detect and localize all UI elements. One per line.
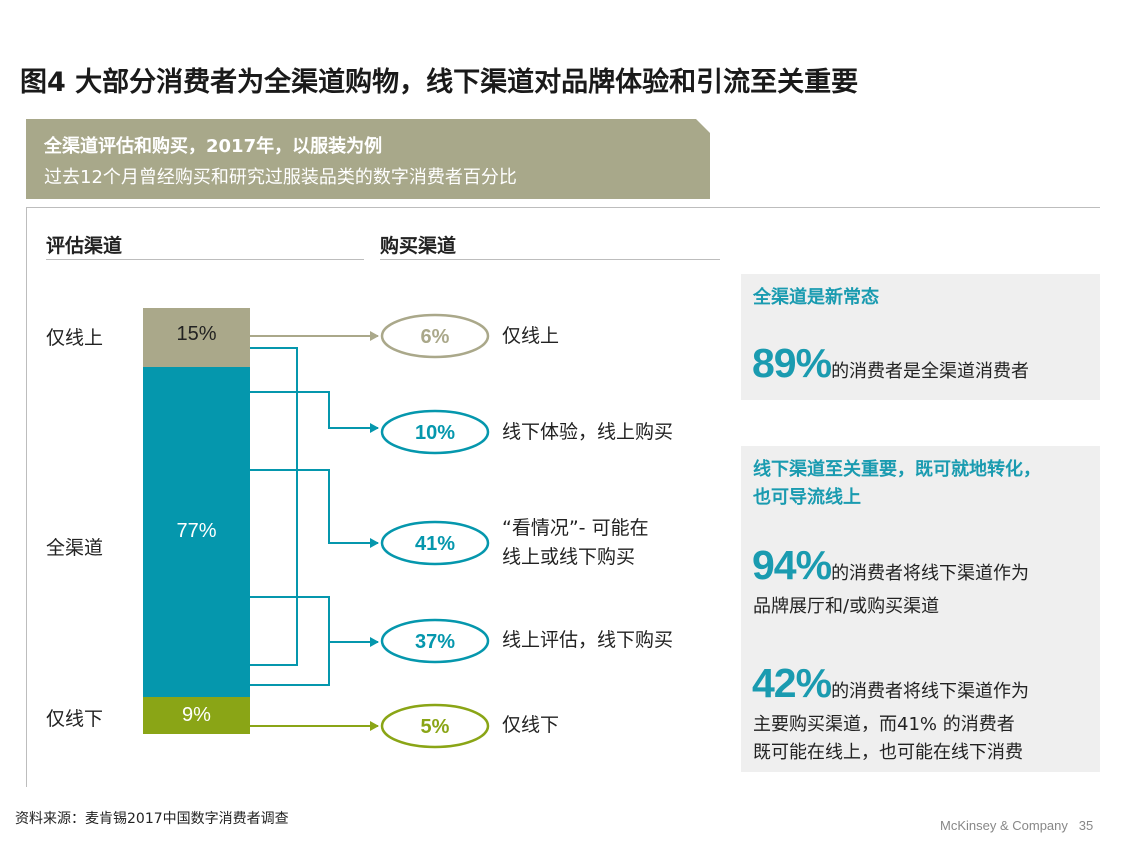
bar-value-omnichannel: 77% bbox=[176, 520, 217, 542]
connector-37-lower bbox=[250, 642, 330, 686]
source-note: 资料来源：麦肯锡2017中国数字消费者调查 bbox=[15, 811, 289, 827]
bar-segment-omnichannel: 77% bbox=[143, 367, 250, 697]
purchase-desc-experience-offline: 线下体验，线上购买 bbox=[502, 421, 674, 443]
footer-company: McKinsey & Company bbox=[940, 818, 1068, 833]
chart-banner: 全渠道评估和购买，2017年，以服装为例 过去12个月曾经购买和研究过服装品类的… bbox=[26, 119, 710, 199]
oval-5 bbox=[380, 703, 490, 749]
oval-value-37: 37% bbox=[415, 631, 455, 653]
panel2-stat2-row: 42%的消费者将线下渠道作为 bbox=[752, 660, 1029, 707]
connector-37 bbox=[250, 596, 379, 647]
panel2-stat1-line2: 品牌展厅和/或购买渠道 bbox=[753, 596, 940, 617]
connector-loop-outer bbox=[250, 347, 298, 666]
panel2-title-line1: 线下渠道至关重要，既可就地转化， bbox=[753, 459, 1041, 480]
header-purchase-underline bbox=[380, 259, 720, 260]
panel1-stat: 89% bbox=[752, 340, 832, 386]
purchase-desc-evaluate-online: 线上评估，线下购买 bbox=[502, 629, 674, 651]
purchase-desc-offline-only: 仅线下 bbox=[502, 714, 560, 736]
panel1-title: 全渠道是新常态 bbox=[753, 287, 879, 308]
footer-page-number: 35 bbox=[1078, 818, 1094, 833]
row-label-omnichannel: 全渠道 bbox=[46, 537, 104, 559]
panel2-stat1-row: 94%的消费者将线下渠道作为 bbox=[752, 542, 1029, 589]
header-purchase: 购买渠道 bbox=[380, 235, 457, 257]
purchase-desc-depends: “看情况”- 可能在 线上或线下购买 bbox=[502, 514, 649, 572]
insight-panel-offline: 线下渠道至关重要，既可就地转化， 也可导流线上 94%的消费者将线下渠道作为 品… bbox=[741, 446, 1100, 772]
bar-segment-offline-only: 9% bbox=[143, 697, 250, 734]
panel2-stat2-line2: 主要购买渠道，而41% 的消费者 bbox=[753, 714, 1015, 735]
purchase-desc-online-only: 仅线上 bbox=[502, 325, 560, 347]
bar-value-online-only: 15% bbox=[176, 323, 217, 345]
oval-37 bbox=[380, 618, 490, 664]
panel2-stat2: 42% bbox=[752, 660, 832, 706]
top-divider bbox=[26, 207, 1100, 208]
header-evaluate-underline bbox=[46, 259, 364, 260]
purchase-desc-depends-line1: “看情况”- 可能在 bbox=[502, 517, 649, 539]
panel2-title: 线下渠道至关重要，既可就地转化， 也可导流线上 bbox=[753, 456, 1041, 512]
panel2-stat2-line3: 既可能在线上，也可能在线下消费 bbox=[753, 742, 1023, 763]
footer: McKinsey & Company 35 bbox=[940, 818, 1093, 833]
panel2-stat1-text: 的消费者将线下渠道作为 bbox=[831, 563, 1030, 584]
connector-41 bbox=[250, 469, 379, 548]
banner-background bbox=[26, 119, 710, 199]
row-label-offline-only: 仅线下 bbox=[46, 708, 104, 730]
oval-41 bbox=[380, 520, 490, 566]
left-divider bbox=[26, 207, 27, 787]
oval-6 bbox=[380, 313, 490, 359]
oval-10 bbox=[380, 409, 490, 455]
purchase-desc-depends-line2: 线上或线下购买 bbox=[502, 546, 636, 568]
panel1-text: 的消费者是全渠道消费者 bbox=[831, 361, 1030, 382]
header-evaluate: 评估渠道 bbox=[46, 235, 123, 257]
panel2-stat1: 94% bbox=[752, 542, 832, 588]
bar-segment-online-only: 15% bbox=[143, 308, 250, 367]
connectors-omnichannel bbox=[250, 347, 379, 686]
bar-value-offline-only: 9% bbox=[182, 704, 211, 726]
oval-value-10: 10% bbox=[415, 422, 455, 444]
panel2-stat2-text: 的消费者将线下渠道作为 bbox=[831, 681, 1030, 702]
oval-value-5: 5% bbox=[421, 716, 450, 738]
banner-subtitle: 过去12个月曾经购买和研究过服装品类的数字消费者百分比 bbox=[44, 167, 517, 188]
panel1-stat-row: 89%的消费者是全渠道消费者 bbox=[752, 340, 1029, 387]
oval-value-6: 6% bbox=[421, 326, 450, 348]
oval-value-41: 41% bbox=[415, 533, 455, 555]
panel2-title-line2: 也可导流线上 bbox=[753, 487, 861, 508]
connector-10 bbox=[250, 391, 379, 433]
page-title: 图4 大部分消费者为全渠道购物，线下渠道对品牌体验和引流至关重要 bbox=[20, 67, 859, 98]
banner-title: 全渠道评估和购买，2017年，以服装为例 bbox=[44, 136, 383, 157]
insight-panel-omnichannel: 全渠道是新常态 89%的消费者是全渠道消费者 bbox=[741, 274, 1100, 400]
row-label-online-only: 仅线上 bbox=[46, 327, 104, 349]
